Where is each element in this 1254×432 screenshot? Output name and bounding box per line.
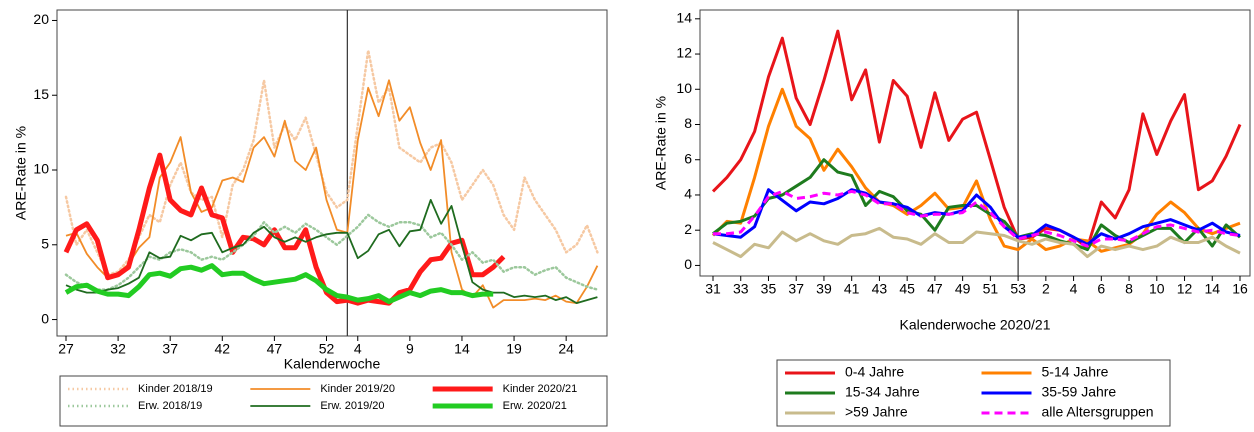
series-line <box>713 189 1241 248</box>
series-line <box>64 263 494 305</box>
x-tick-label: 49 <box>955 281 971 297</box>
x-tick-label: 10 <box>1149 281 1165 297</box>
x-tick-label: 19 <box>506 341 522 357</box>
x-tick-label: 33 <box>733 281 749 297</box>
legend-label: Erw. 2018/19 <box>138 400 202 412</box>
x-axis-label: Kalenderwoche 2020/21 <box>899 317 1050 333</box>
legend-label: 0-4 Jahre <box>845 364 904 380</box>
y-tick-label: 6 <box>684 150 692 166</box>
y-tick-label: 10 <box>33 161 49 177</box>
legend-label: Kinder 2018/19 <box>138 383 213 395</box>
x-tick-label: 4 <box>1070 281 1078 297</box>
x-tick-label: 51 <box>983 281 999 297</box>
x-tick-label: 12 <box>1177 281 1193 297</box>
legend-label: 15-34 Jahre <box>845 384 920 400</box>
x-tick-label: 27 <box>58 341 74 357</box>
y-tick-label: 14 <box>676 10 692 26</box>
series-line <box>63 152 506 306</box>
legend-label: Erw. 2020/21 <box>503 400 567 412</box>
x-tick-label: 31 <box>705 281 721 297</box>
y-tick-label: 4 <box>684 186 692 202</box>
y-axis-label: ARE-Rate in % <box>653 96 669 190</box>
y-tick-label: 15 <box>33 86 49 102</box>
y-tick-label: 5 <box>41 235 49 251</box>
x-tick-label: 9 <box>406 341 414 357</box>
x-tick-label: 37 <box>162 341 178 357</box>
x-tick-label: 52 <box>319 341 335 357</box>
plot-frame <box>699 9 1251 277</box>
series-line <box>712 158 1241 252</box>
series-line <box>712 226 1241 259</box>
y-tick-label: 20 <box>33 11 49 27</box>
legend-box <box>776 359 1171 427</box>
legend-label: >59 Jahre <box>845 404 908 420</box>
x-tick-label: 8 <box>1125 281 1133 297</box>
series-line <box>712 188 1241 246</box>
series-line <box>64 213 599 291</box>
x-tick-label: 35 <box>761 281 777 297</box>
x-tick-label: 37 <box>788 281 804 297</box>
x-tick-label: 4 <box>354 341 362 357</box>
y-tick-label: 0 <box>41 310 49 326</box>
x-tick-label: 16 <box>1232 281 1248 297</box>
legend-label: 35-59 Jahre <box>1042 384 1117 400</box>
x-tick-label: 2 <box>1042 281 1050 297</box>
series-line <box>711 29 1242 250</box>
x-tick-label: 39 <box>816 281 832 297</box>
series-line <box>65 199 598 304</box>
x-tick-label: 42 <box>215 341 231 357</box>
x-tick-label: 45 <box>899 281 915 297</box>
y-tick-label: 0 <box>684 256 692 272</box>
legend-label: Erw. 2019/20 <box>320 400 384 412</box>
legend-label: alle Altersgruppen <box>1042 404 1154 420</box>
chart: 0 5 10 15 20 27 32 37 42 47 52 4 9 14 19 24 ARE-Rate in … <box>13 9 608 427</box>
y-tick-label: 10 <box>676 80 692 96</box>
x-tick-label: 32 <box>110 341 126 357</box>
x-tick-label: 14 <box>454 341 470 357</box>
x-tick-label: 53 <box>1010 281 1026 297</box>
legend-label: Kinder 2020/21 <box>503 383 578 395</box>
x-axis-label: Kalenderwoche <box>284 356 381 372</box>
x-tick-label: 47 <box>927 281 943 297</box>
plot-frame <box>56 9 608 337</box>
y-tick-label: 8 <box>684 115 692 131</box>
legend-label: Kinder 2019/20 <box>320 383 395 395</box>
x-tick-label: 14 <box>1204 281 1220 297</box>
y-axis-label: ARE-Rate in % <box>13 126 29 220</box>
series-line <box>64 49 599 276</box>
legend-box <box>59 375 608 427</box>
x-tick-label: 47 <box>267 341 283 357</box>
x-tick-label: 41 <box>844 281 860 297</box>
series-line <box>65 79 599 309</box>
x-tick-label: 43 <box>872 281 888 297</box>
y-tick-label: 2 <box>684 221 692 237</box>
legend-label: 5-14 Jahre <box>1042 364 1109 380</box>
y-tick-label: 12 <box>676 45 692 61</box>
x-tick-label: 24 <box>558 341 574 357</box>
x-tick-label: 6 <box>1097 281 1105 297</box>
series-line <box>711 87 1241 253</box>
